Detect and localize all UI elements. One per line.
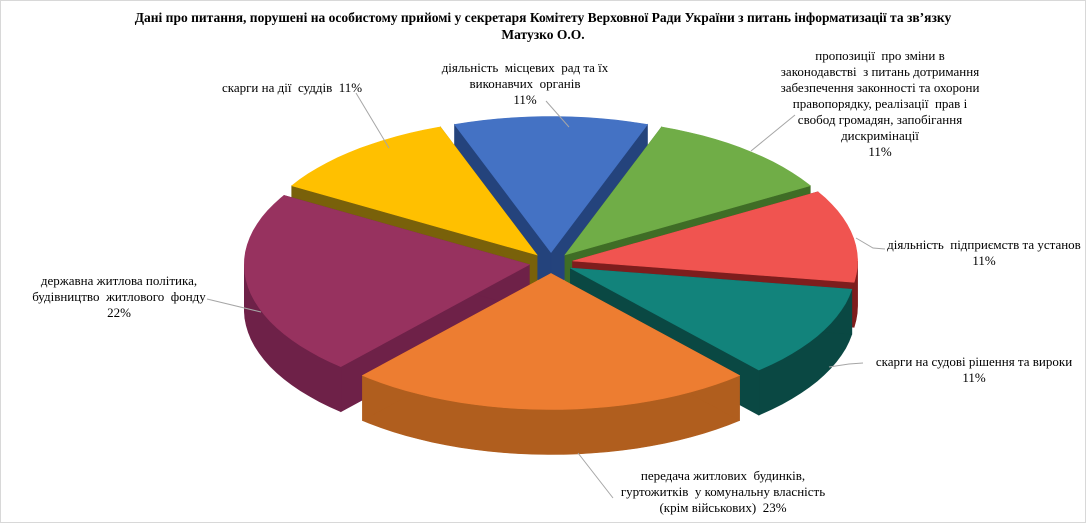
- callout-line: правопорядку, реалізації прав і: [792, 96, 968, 111]
- callout-value: 11%: [868, 144, 892, 159]
- leader-line-0: [545, 100, 570, 128]
- callout-value: 11%: [962, 370, 986, 385]
- pie-slice-4-top[interactable]: передача житлових будинків, гуртожитків …: [361, 273, 741, 410]
- pie-slice-6-top[interactable]: скарги на дії суддів 11%: [291, 126, 538, 256]
- pie-slice-2-top[interactable]: діяльність підприємств та установ 11%: [572, 191, 858, 283]
- callout-value: (крім військових) 23%: [659, 500, 787, 515]
- callout-line: будівництво житлового фонду: [32, 289, 206, 304]
- chart-title-line1: Дані про питання, порушені на особистому…: [134, 10, 952, 25]
- callout-value: 11%: [972, 253, 996, 268]
- leader-line-3: [828, 362, 864, 368]
- callout-value: 22%: [107, 305, 131, 320]
- callout-line: виконавчих органів: [469, 76, 581, 91]
- pie-slice-0-top[interactable]: діяльність місцевих рад та їх виконавчих…: [453, 116, 649, 253]
- callout-line: свобод громадян, запобігання: [797, 112, 963, 127]
- callout-line: пропозиції про зміни в: [815, 48, 945, 63]
- callout-line: дискримінації: [841, 128, 919, 143]
- callout-line: діяльність підприємств та установ: [887, 237, 1081, 252]
- pie-slice-5-top[interactable]: державна житлова політика, будівництво ж…: [243, 195, 531, 368]
- callout-enterprises: діяльність підприємств та установ 11%: [883, 237, 1085, 269]
- callout-judges-complaints: скарги на дії суддів 11%: [221, 80, 363, 96]
- callout-line: забезпечення законності та охорони: [780, 80, 980, 95]
- callout-housing-policy: державна житлова політика, будівництво ж…: [7, 273, 231, 321]
- pie-slice-3-top[interactable]: скарги на судові рішення та вироки 11%: [570, 267, 853, 371]
- callout-court-decisions: скарги на судові рішення та вироки 11%: [861, 354, 1085, 386]
- callout-line: передача житлових будинків,: [640, 468, 806, 483]
- callout-line: законодавстві з питань дотримання: [780, 64, 980, 79]
- leader-line-4: [577, 452, 614, 499]
- callout-line: скарги на судові рішення та вироки: [875, 354, 1073, 369]
- callout-line: державна житлова політика,: [40, 273, 198, 288]
- leader-line-6: [355, 92, 390, 149]
- callout-legislation-proposals: пропозиції про зміни в законодавстві з п…: [749, 48, 1011, 160]
- callout-housing-transfer: передача житлових будинків, гуртожитків …: [569, 468, 877, 516]
- callout-line: гуртожитків у комунальну власність: [620, 484, 826, 499]
- chart-title-line2: Матузко О.О.: [501, 27, 585, 42]
- leader-line-2: [855, 237, 886, 250]
- callout-local-councils: діяльність місцевих рад та їх виконавчих…: [403, 60, 647, 108]
- callout-line: діяльність місцевих рад та їх: [441, 60, 609, 75]
- pie-slice-1-top[interactable]: пропозиції про зміни в законодавстві з п…: [564, 126, 811, 256]
- chart-title: Дані про питання, порушені на особистому…: [1, 9, 1085, 43]
- leader-line-1: [750, 114, 796, 152]
- callout-line: скарги на дії суддів 11%: [221, 80, 363, 95]
- callout-value: 11%: [513, 92, 537, 107]
- leader-line-5: [206, 298, 262, 313]
